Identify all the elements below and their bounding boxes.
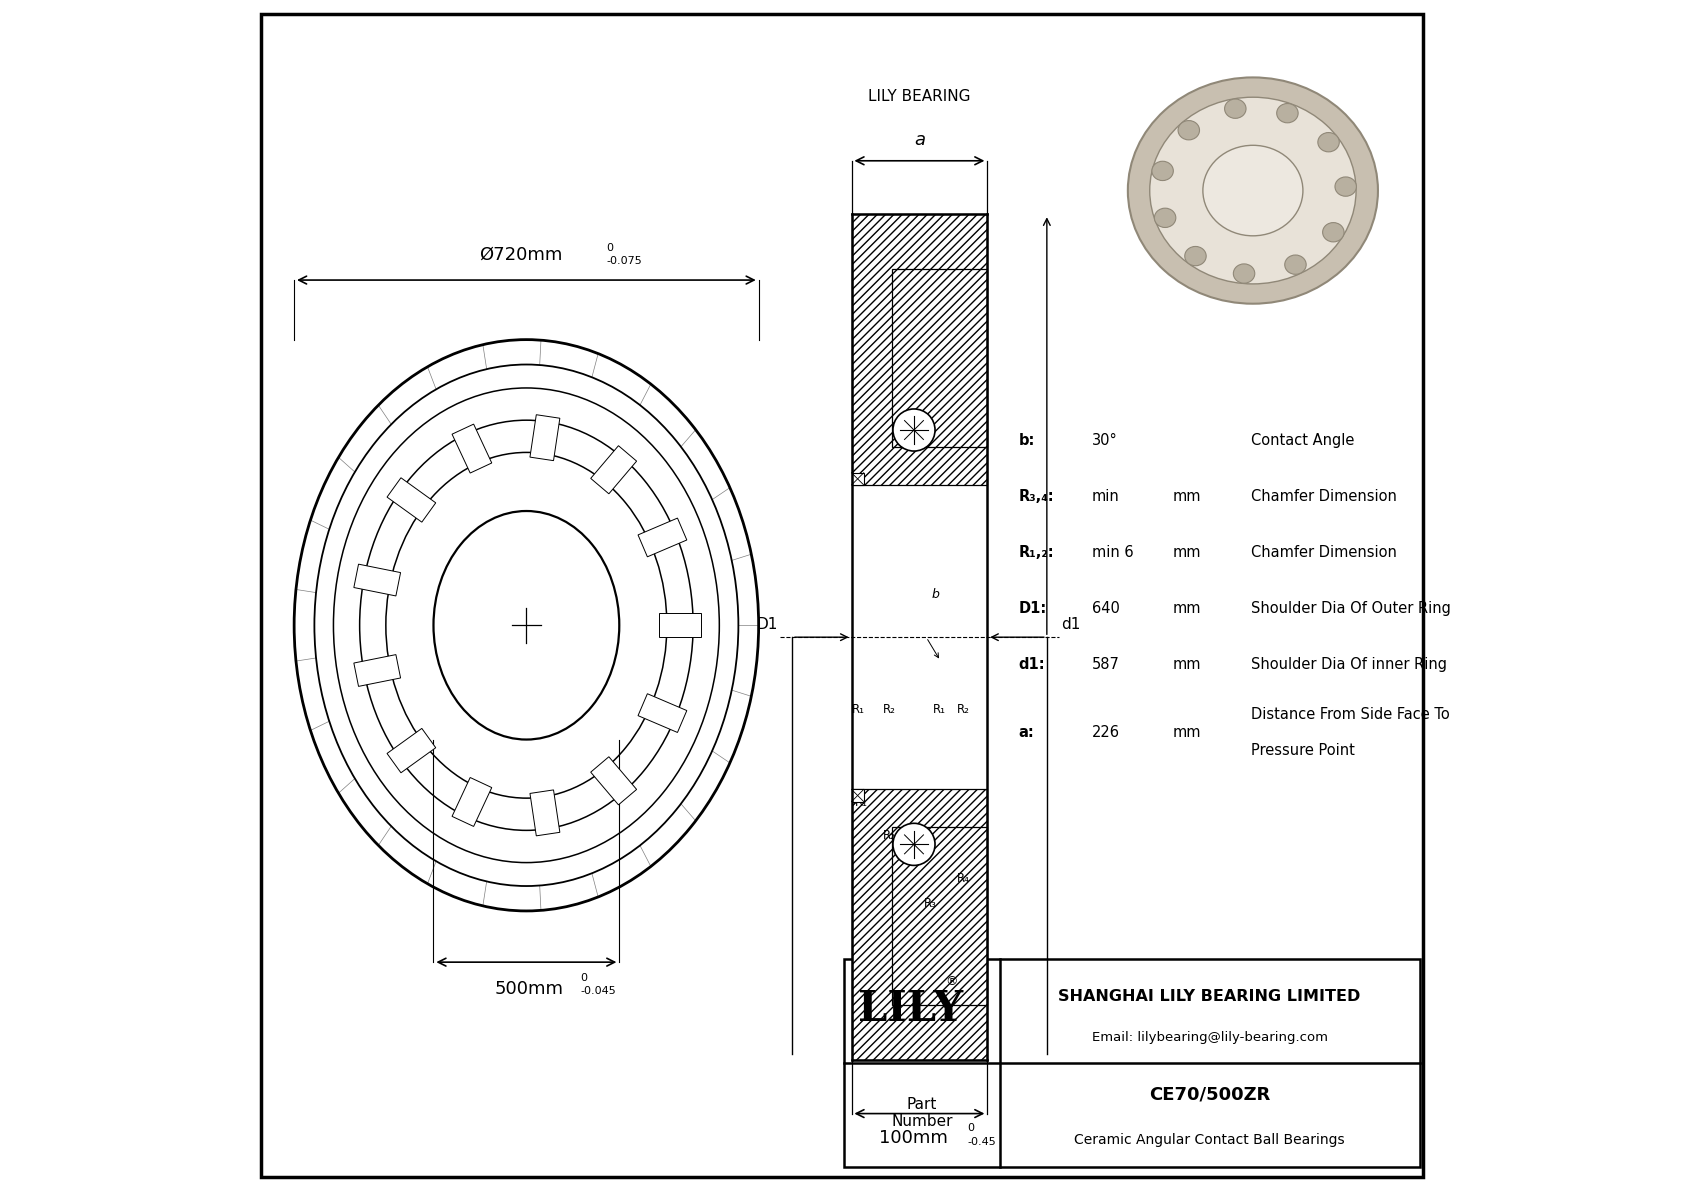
Polygon shape xyxy=(387,478,436,522)
Polygon shape xyxy=(638,693,687,732)
Text: R₃: R₃ xyxy=(925,897,936,910)
Ellipse shape xyxy=(1285,255,1307,274)
Text: 587: 587 xyxy=(1093,657,1120,672)
Text: Email: lilybearing@lily-bearing.com: Email: lilybearing@lily-bearing.com xyxy=(1091,1031,1327,1045)
Text: 0: 0 xyxy=(579,973,588,983)
Polygon shape xyxy=(638,518,687,557)
Text: 640: 640 xyxy=(1093,601,1120,616)
Text: R₁: R₁ xyxy=(852,703,866,716)
Ellipse shape xyxy=(1224,99,1246,118)
Polygon shape xyxy=(530,790,559,836)
Text: 100mm: 100mm xyxy=(879,1129,948,1147)
Ellipse shape xyxy=(1233,264,1255,283)
Ellipse shape xyxy=(1319,132,1339,151)
Text: SHANGHAI LILY BEARING LIMITED: SHANGHAI LILY BEARING LIMITED xyxy=(1059,989,1361,1004)
Text: R₂: R₂ xyxy=(882,829,896,842)
Text: a: a xyxy=(914,131,925,149)
Text: 0: 0 xyxy=(967,1123,973,1133)
Text: Pressure Point: Pressure Point xyxy=(1251,743,1354,757)
Bar xyxy=(852,214,987,485)
Polygon shape xyxy=(591,756,637,805)
Text: Shoulder Dia Of Outer Ring: Shoulder Dia Of Outer Ring xyxy=(1251,601,1450,616)
Text: Part
Number: Part Number xyxy=(891,1097,953,1129)
Bar xyxy=(852,790,864,802)
Text: D1:: D1: xyxy=(1019,601,1046,616)
Text: Shoulder Dia Of inner Ring: Shoulder Dia Of inner Ring xyxy=(1251,657,1447,672)
Text: d1:: d1: xyxy=(1019,657,1044,672)
Text: 30°: 30° xyxy=(1093,434,1118,448)
Text: mm: mm xyxy=(1174,545,1202,560)
Text: 500mm: 500mm xyxy=(495,980,562,998)
Text: ®: ® xyxy=(946,975,958,989)
Ellipse shape xyxy=(1202,145,1303,236)
Text: D1: D1 xyxy=(756,617,778,632)
Text: mm: mm xyxy=(1174,725,1202,740)
Text: a:: a: xyxy=(1019,725,1034,740)
Ellipse shape xyxy=(1155,208,1175,227)
Polygon shape xyxy=(658,613,702,637)
Text: R₂: R₂ xyxy=(882,703,896,716)
Text: mm: mm xyxy=(1174,601,1202,616)
Ellipse shape xyxy=(1186,247,1206,266)
Text: R₁,₂:: R₁,₂: xyxy=(1019,545,1054,560)
Polygon shape xyxy=(387,729,436,773)
Text: Ceramic Angular Contact Ball Bearings: Ceramic Angular Contact Ball Bearings xyxy=(1074,1133,1346,1147)
Text: R₄: R₄ xyxy=(957,872,970,885)
Text: mm: mm xyxy=(1174,657,1202,672)
Bar xyxy=(893,269,987,447)
Ellipse shape xyxy=(1276,104,1298,123)
Ellipse shape xyxy=(1150,98,1356,283)
Text: Ø720mm: Ø720mm xyxy=(478,245,562,263)
Text: mm: mm xyxy=(1174,490,1202,504)
Text: R₂: R₂ xyxy=(957,703,970,716)
Text: Distance From Side Face To: Distance From Side Face To xyxy=(1251,707,1450,722)
Text: b: b xyxy=(931,588,940,601)
Text: 226: 226 xyxy=(1093,725,1120,740)
Ellipse shape xyxy=(1335,177,1356,197)
Text: R₁: R₁ xyxy=(854,796,867,809)
Text: -0.045: -0.045 xyxy=(579,986,616,996)
Text: min 6: min 6 xyxy=(1093,545,1133,560)
Bar xyxy=(844,959,1420,1167)
Ellipse shape xyxy=(1128,77,1378,304)
Polygon shape xyxy=(451,424,492,473)
Polygon shape xyxy=(354,565,401,596)
Circle shape xyxy=(893,409,935,451)
Text: d1: d1 xyxy=(1061,617,1081,632)
Bar xyxy=(852,790,987,1060)
Bar xyxy=(893,828,987,1005)
Text: min: min xyxy=(1093,490,1120,504)
Text: LILY BEARING: LILY BEARING xyxy=(869,88,970,104)
Text: R₁: R₁ xyxy=(933,703,946,716)
Text: -0.45: -0.45 xyxy=(967,1137,995,1147)
Text: b:: b: xyxy=(1019,434,1034,448)
Text: -0.075: -0.075 xyxy=(606,256,642,266)
Ellipse shape xyxy=(1152,161,1174,181)
Text: LILY: LILY xyxy=(857,987,963,1030)
Text: Chamfer Dimension: Chamfer Dimension xyxy=(1251,490,1396,504)
Polygon shape xyxy=(591,445,637,494)
Polygon shape xyxy=(354,655,401,686)
Polygon shape xyxy=(530,414,559,461)
Ellipse shape xyxy=(1179,120,1199,139)
Text: CE70/500ZR: CE70/500ZR xyxy=(1148,1085,1270,1103)
Text: 0: 0 xyxy=(606,243,613,252)
Text: R₃,₄:: R₃,₄: xyxy=(1019,490,1054,504)
Text: Chamfer Dimension: Chamfer Dimension xyxy=(1251,545,1396,560)
Polygon shape xyxy=(451,778,492,827)
Circle shape xyxy=(893,823,935,866)
Bar xyxy=(852,473,864,485)
Ellipse shape xyxy=(1322,223,1344,242)
Text: Contact Angle: Contact Angle xyxy=(1251,434,1354,448)
